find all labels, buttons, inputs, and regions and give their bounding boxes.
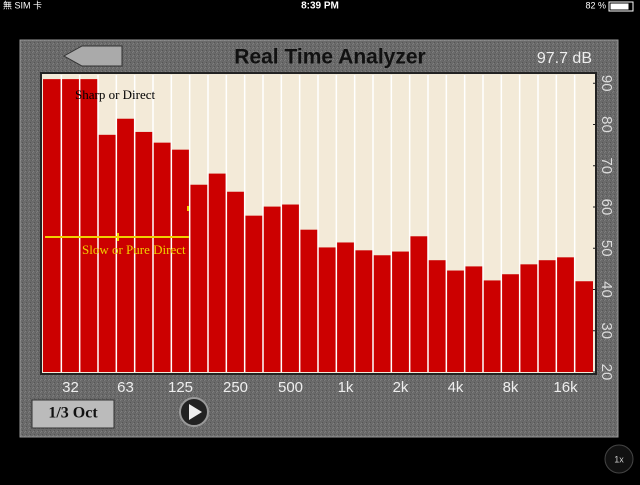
clock: 8:39 PM [301,1,339,12]
bar [98,134,117,372]
y-tick-label: 40 [598,281,615,298]
bar [281,204,300,372]
band-mode-label: 1/3 Oct [48,405,98,422]
speed-label: 1x [614,454,624,464]
band-mode-button[interactable] [31,399,115,429]
x-tick-label: 4k [448,379,464,396]
bar [519,264,538,372]
back-button[interactable] [62,45,123,67]
battery-fill [610,3,629,10]
annotation: Sharp or Direct [75,87,156,102]
bar [373,255,392,372]
bar [153,142,172,372]
bar [409,236,428,372]
battery-icon [608,1,634,12]
bar [574,281,593,372]
bar [299,229,318,372]
bar [428,260,447,372]
app-title: Real Time Analyzer [234,46,425,69]
bar [61,79,80,372]
bar [263,206,282,372]
y-tick-label: 50 [598,240,615,257]
bar [446,270,465,372]
x-tick-label: 250 [223,379,248,396]
bar [501,274,520,372]
y-tick-label: 60 [598,199,615,216]
bar [208,173,227,372]
bar [538,260,557,372]
play-icon [189,404,202,420]
x-tick-label: 32 [62,379,79,396]
bar [43,79,62,372]
annotation: Slow or Pure Direct [82,242,186,257]
x-tick-label: 500 [278,379,303,396]
bar [189,184,208,372]
bar [79,79,98,372]
x-tick-label: 1k [338,379,354,396]
y-tick-label: 30 [598,322,615,339]
bar [556,257,575,372]
bar [226,191,245,372]
y-tick-label: 70 [598,157,615,174]
battery-level: 82 % [585,0,606,10]
bar [318,247,337,372]
bar [354,250,373,372]
x-tick-label: 8k [503,379,519,396]
level-readout: 97.7 dB [537,50,592,67]
y-tick-label: 80 [598,116,615,133]
y-tick-label: 20 [598,364,615,381]
bar [391,251,410,372]
bar [116,118,135,372]
speed-button[interactable] [604,444,634,474]
bar [464,266,483,372]
x-tick-label: 16k [553,379,578,396]
bar [483,280,502,372]
carrier: 無 SIM 卡 [3,0,42,10]
bar [336,242,355,372]
x-tick-label: 125 [168,379,193,396]
bar [244,215,263,372]
x-tick-label: 63 [117,379,134,396]
bar [134,131,153,372]
x-tick-label: 2k [393,379,409,396]
y-tick-label: 90 [598,75,615,92]
bar [171,149,190,372]
